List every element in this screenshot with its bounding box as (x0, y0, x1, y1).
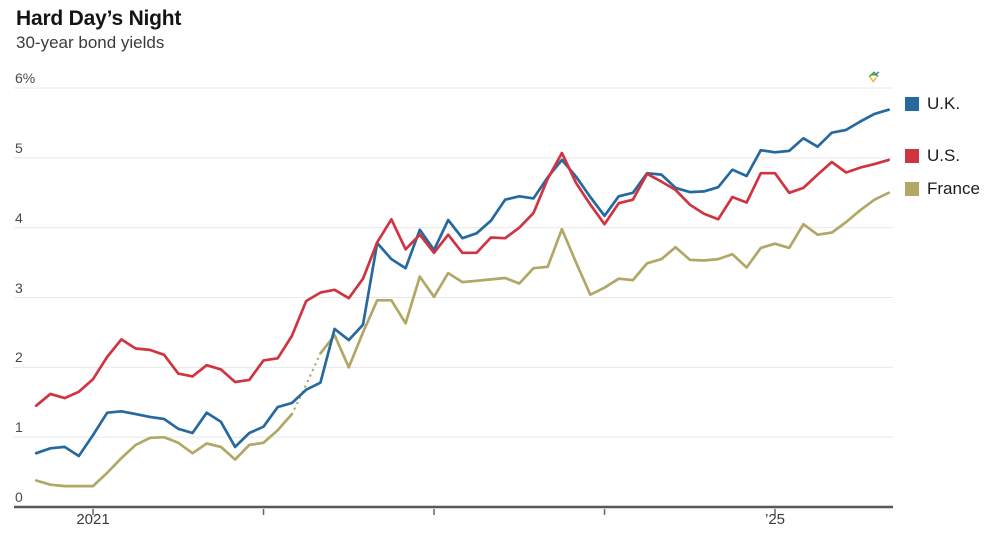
y-axis-label: 1 (15, 419, 23, 436)
legend-label-uk: U.K. (927, 94, 961, 113)
series-line-france-dotted (290, 352, 322, 416)
x-axis-label: 2021 (76, 511, 110, 528)
y-axis-label: 2 (15, 349, 23, 366)
y-axis-label: 6% (15, 70, 36, 87)
legend-item-us: U.S. (905, 146, 960, 166)
y-axis-label: 5 (15, 139, 23, 156)
series-line-us (34, 151, 891, 408)
legend-item-france: France (905, 179, 980, 199)
y-axis-label: 4 (15, 209, 23, 226)
logo-yellow-check-icon (869, 76, 877, 83)
series-line-france (319, 191, 891, 369)
legend-item-uk: U.K. (905, 94, 960, 114)
y-axis-label: 3 (15, 279, 23, 296)
brand-logo (868, 71, 880, 83)
chart-title: Hard Day’s Night (16, 7, 182, 30)
x-axis-label: ’25 (765, 511, 786, 528)
us-legend-swatch (905, 149, 919, 163)
chart-subtitle: 30-year bond yields (16, 33, 165, 52)
france-legend-swatch (905, 182, 919, 196)
series-line-uk (34, 108, 891, 458)
legend-label-france: France (927, 179, 980, 198)
logo-blue-dash-icon (876, 71, 880, 75)
y-axis-label: 0 (15, 489, 23, 505)
legend-label-us: U.S. (927, 146, 961, 165)
uk-legend-swatch (905, 97, 919, 111)
series-line-france (34, 412, 294, 488)
